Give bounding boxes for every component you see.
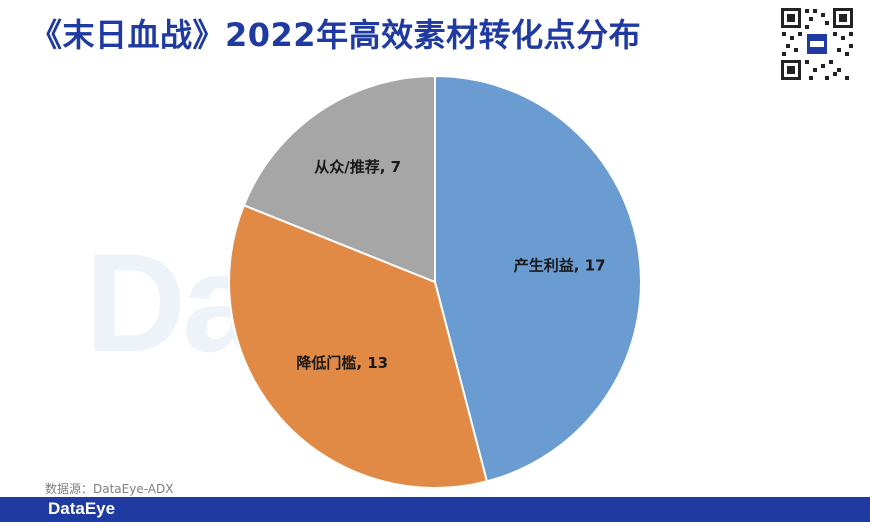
pie-slice bbox=[228, 203, 489, 489]
page-title: 《末日血战》2022年高效素材转化点分布 bbox=[30, 16, 642, 54]
slice-data-label: 产生利益, 17 bbox=[514, 257, 606, 275]
dataeye-logo: DataEye bbox=[48, 499, 116, 518]
slice-data-label: 降低门槛, 13 bbox=[296, 354, 388, 372]
qr-code-icon bbox=[778, 5, 856, 83]
footer-bar: DataEye bbox=[0, 497, 870, 522]
pie-slice bbox=[242, 74, 436, 284]
pie-slice bbox=[434, 74, 642, 483]
slice-data-label: 从众/推荐, 7 bbox=[314, 158, 401, 176]
source-note: 数据源：DataEye-ADX bbox=[45, 482, 174, 496]
